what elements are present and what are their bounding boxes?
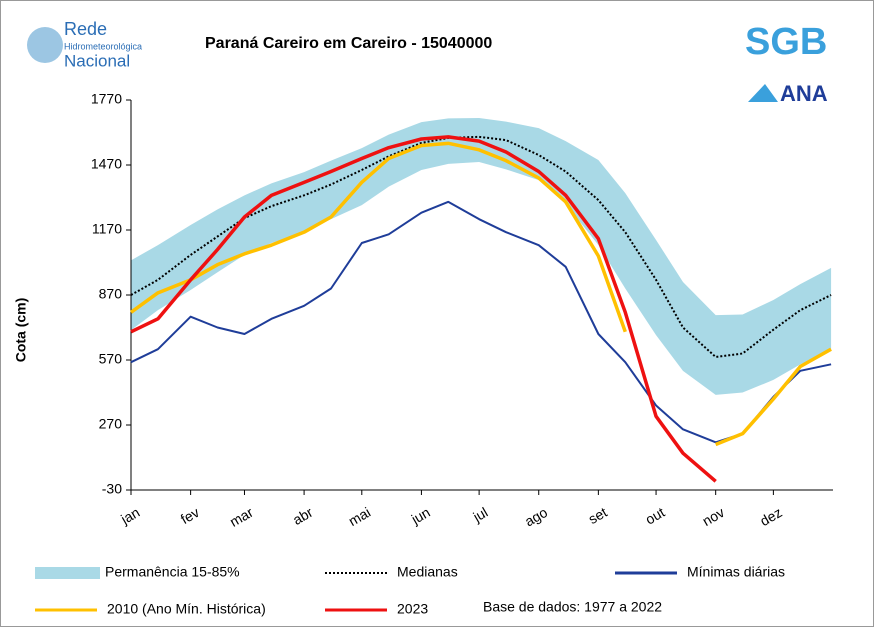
logo-text: Nacional (64, 51, 130, 70)
logo-rede: Rede Hidrometeorológica Nacional (27, 19, 142, 70)
x-tick-label: mai (346, 504, 374, 529)
logo-sgb: SGB (745, 21, 827, 63)
chart-title: Paraná Careiro em Careiro - 15040000 (205, 35, 492, 52)
annotation: Base de dados: 1977 a 2022 (483, 599, 662, 615)
x-tick-label: fev (178, 504, 202, 527)
x-tick-label: abr (290, 504, 316, 528)
y-tick-label: 270 (99, 416, 123, 432)
x-tick-label: ago (522, 504, 550, 530)
x-tick-label: out (643, 504, 668, 528)
y-tick-label: -30 (102, 481, 122, 497)
x-tick-label: set (586, 504, 610, 527)
legend-label: 2010 (Ano Mín. Histórica) (107, 601, 266, 617)
x-tick-label: nov (699, 504, 727, 529)
series-line (130, 135, 717, 483)
logo-text: Hidrometeorológica (64, 41, 142, 51)
legend-label: Permanência 15-85% (105, 564, 240, 580)
x-tick-label: dez (757, 504, 785, 529)
legend-label: Mínimas diárias (687, 564, 785, 580)
y-tick-label: 1770 (91, 91, 122, 107)
x-tick-label: jun (408, 504, 433, 528)
y-tick-label: 1470 (91, 156, 122, 172)
band-area (131, 117, 832, 395)
x-tick-label: mar (227, 504, 256, 530)
series-line (129, 141, 832, 447)
y-tick-label: 1170 (92, 221, 122, 237)
series-line (130, 200, 832, 444)
logo-text: Rede (64, 19, 107, 39)
x-tick-label: jan (117, 504, 142, 528)
logo-icon (27, 27, 63, 63)
legend-label: 2023 (397, 601, 428, 617)
legend-label: Medianas (397, 564, 458, 580)
x-tick-label: jul (469, 504, 490, 525)
legend-swatch (35, 567, 100, 579)
y-tick-label: 870 (99, 286, 123, 302)
logo-icon (748, 84, 778, 102)
y-tick-label: 570 (99, 351, 123, 367)
y-axis-label: Cota (cm) (13, 298, 29, 363)
logo-ana: ANA (780, 81, 828, 106)
